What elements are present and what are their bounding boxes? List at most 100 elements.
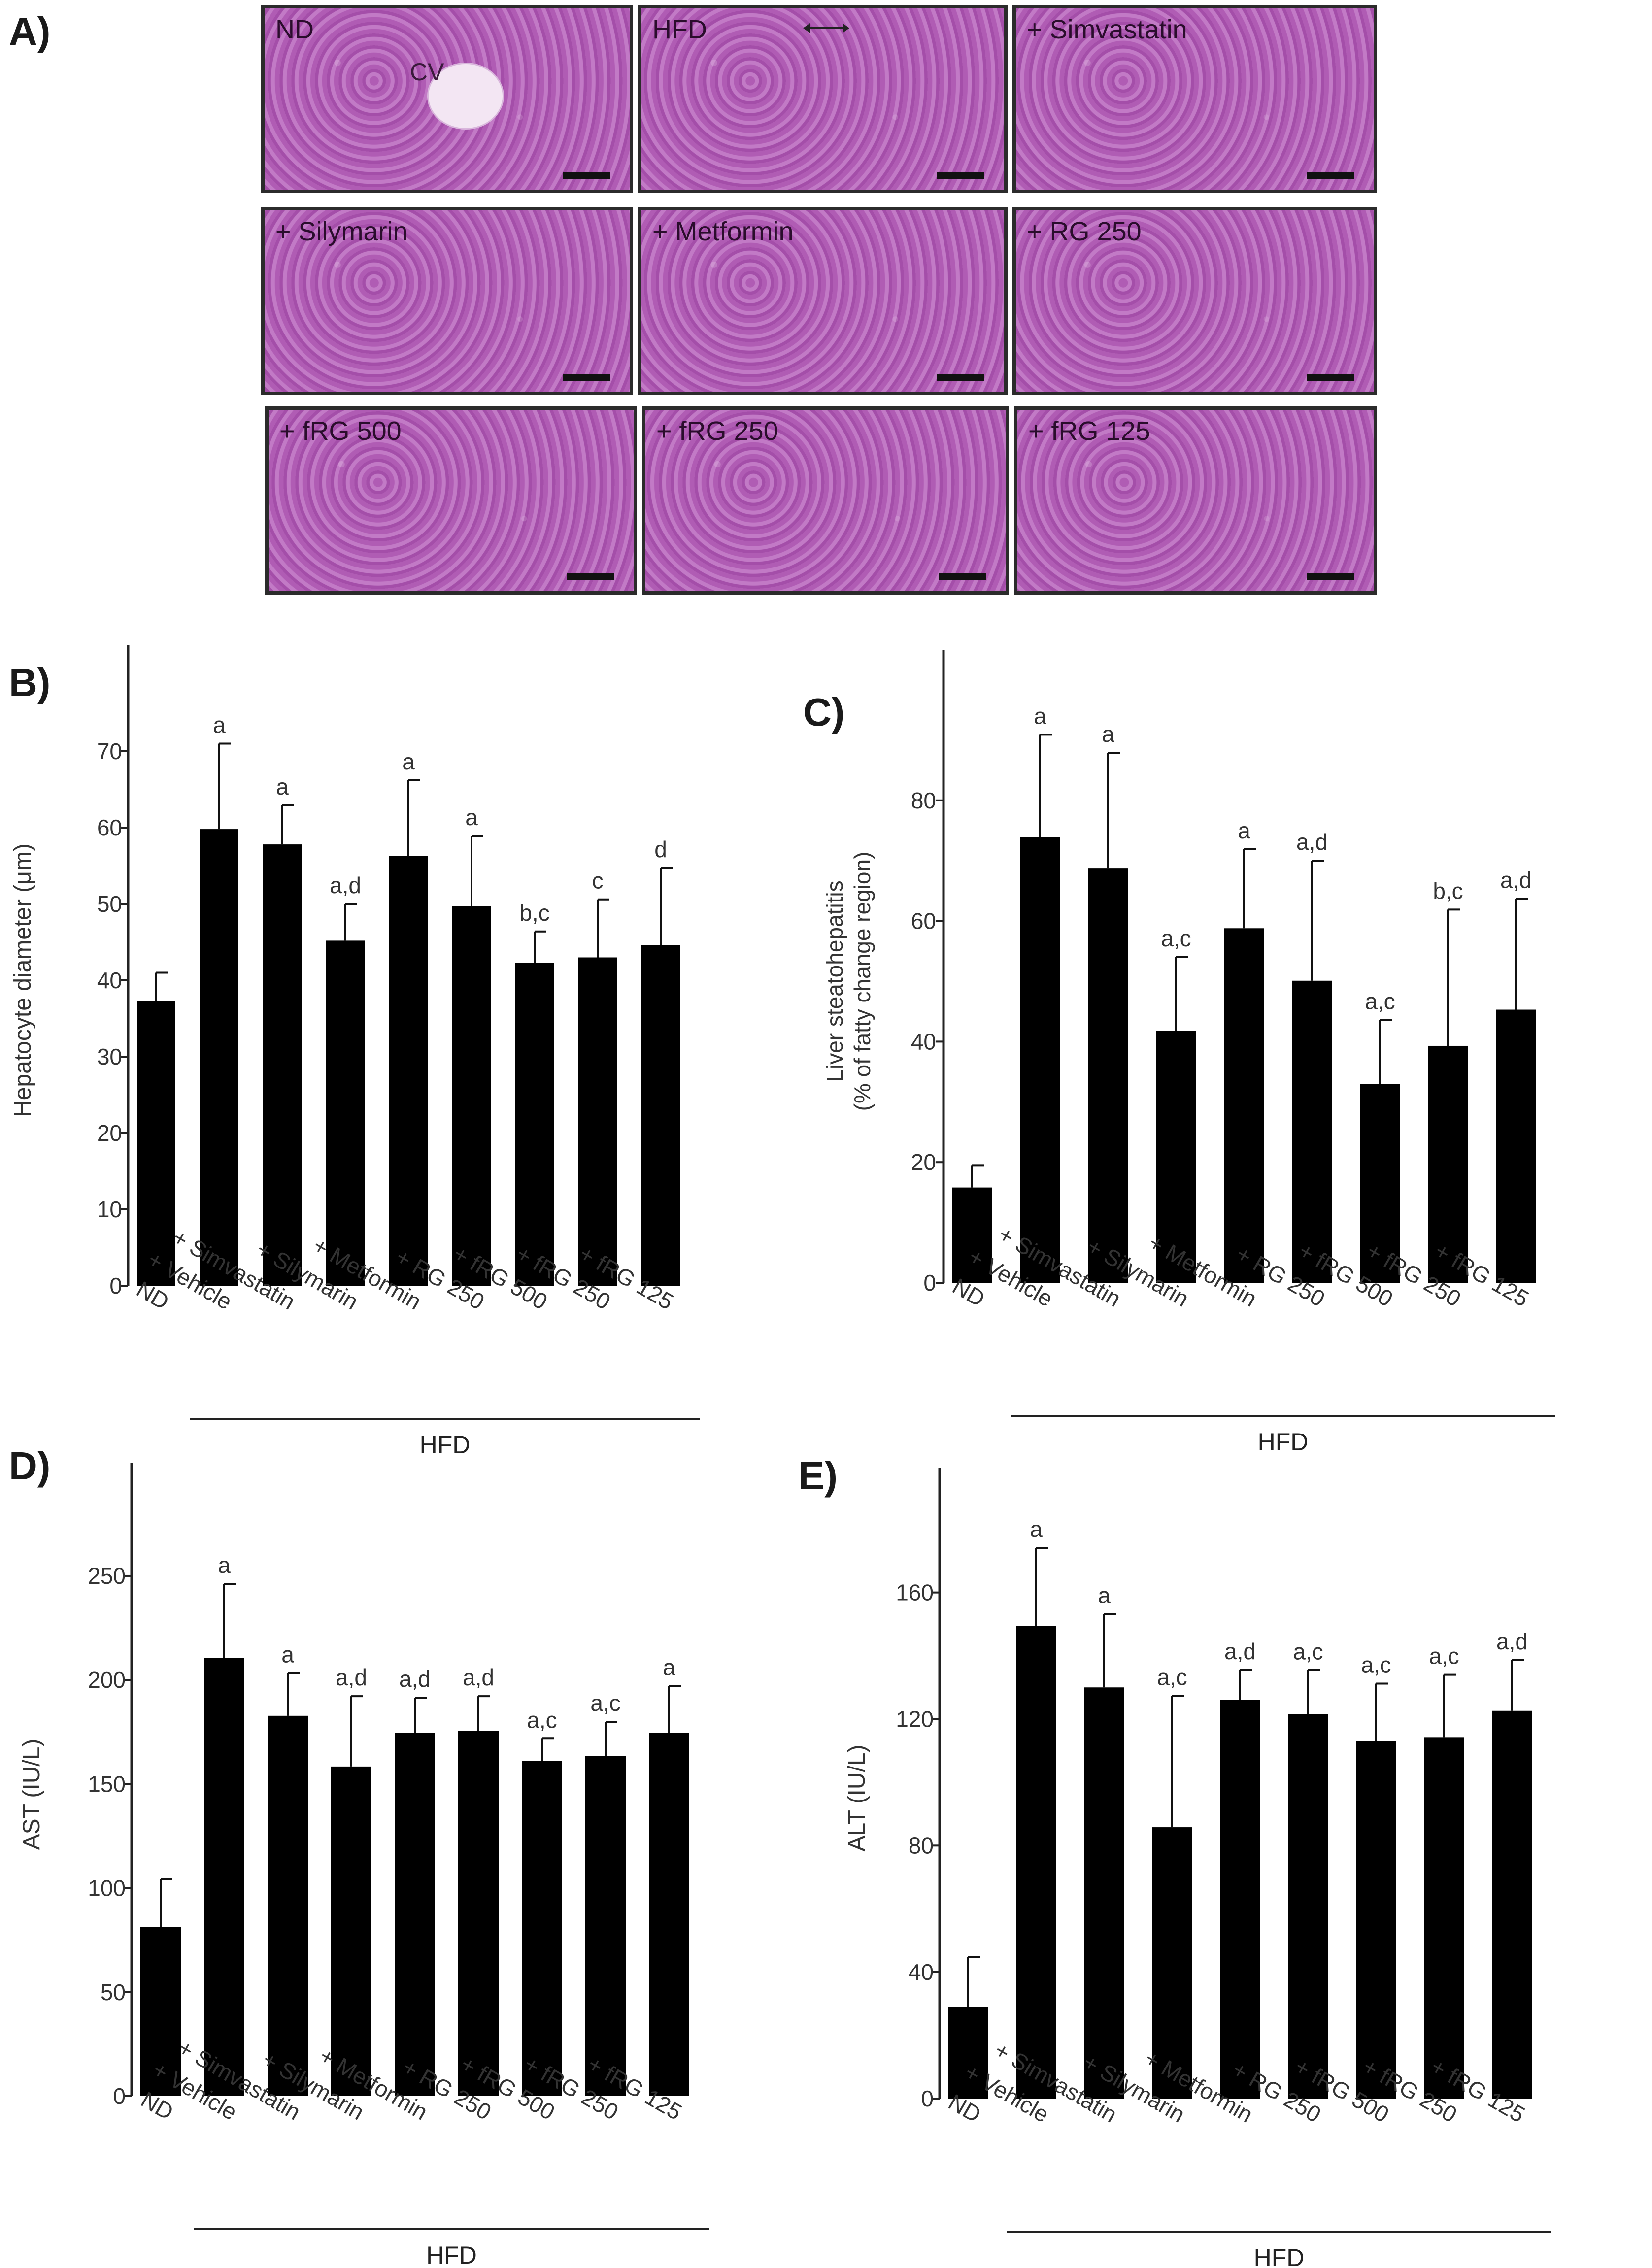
y-tick-label: 60 xyxy=(97,815,122,840)
bar xyxy=(1288,1714,1328,2099)
significance-label: a,c xyxy=(1293,1639,1323,1665)
y-axis-label: Hepatocyte diameter (μm) xyxy=(10,843,36,1117)
bar xyxy=(326,940,365,1286)
scale-bar xyxy=(937,374,984,381)
significance-label: a xyxy=(276,774,289,800)
y-tick-label: 20 xyxy=(97,1120,122,1146)
y-tick-label: 30 xyxy=(97,1044,122,1069)
significance-label: a xyxy=(218,1552,231,1578)
bar xyxy=(452,906,491,1286)
bar xyxy=(1084,1687,1124,2099)
bar xyxy=(263,844,302,1286)
bar xyxy=(515,963,554,1286)
bar xyxy=(1152,1827,1192,2099)
significance-label: a,c xyxy=(1365,988,1395,1014)
bar xyxy=(389,856,428,1286)
significance-label: a,c xyxy=(1157,1665,1187,1690)
bar xyxy=(1088,868,1128,1283)
micrograph-label: + Simvastatin xyxy=(1027,15,1187,44)
significance-label: a,d xyxy=(1296,829,1328,855)
y-tick-label: 250 xyxy=(88,1563,126,1589)
y-tick-label: 150 xyxy=(88,1771,126,1797)
panel-a-label: A) xyxy=(9,9,51,53)
micrograph-rg-250: + RG 250 xyxy=(1012,207,1377,395)
y-tick-label: 40 xyxy=(97,967,122,993)
y-tick-label: 60 xyxy=(911,908,936,934)
panel-c-label: C) xyxy=(803,690,845,734)
significance-label: a xyxy=(1238,818,1250,843)
micrograph-nd: ND CV xyxy=(261,5,633,193)
scale-bar xyxy=(567,573,614,580)
bar xyxy=(1492,1710,1532,2099)
y-tick-label: 0 xyxy=(113,2083,126,2109)
significance-label: a,d xyxy=(463,1665,494,1690)
y-axis-label: (% of fatty change region) xyxy=(849,852,875,1111)
significance-label: a xyxy=(1098,1582,1111,1608)
bar xyxy=(458,1731,499,2096)
micrograph-silymarin: + Silymarin xyxy=(261,207,633,395)
bar xyxy=(641,945,680,1286)
bar xyxy=(140,1927,181,2096)
significance-label: a xyxy=(1102,721,1114,747)
micrograph-label: + fRG 125 xyxy=(1028,416,1150,446)
bar xyxy=(268,1715,308,2096)
bar xyxy=(649,1733,689,2096)
y-tick-label: 200 xyxy=(88,1667,126,1693)
bar xyxy=(1016,1626,1056,2099)
y-tick-label: 70 xyxy=(97,738,122,764)
significance-label: a,c xyxy=(1429,1643,1459,1669)
y-tick-label: 0 xyxy=(921,2086,934,2111)
significance-label: a,d xyxy=(1224,1638,1256,1664)
y-tick-label: 40 xyxy=(909,1959,934,1985)
bar xyxy=(137,1001,175,1286)
scale-bar xyxy=(939,573,986,580)
micrograph-label: + fRG 250 xyxy=(656,416,778,446)
bar xyxy=(1360,1084,1400,1283)
scale-bar xyxy=(563,374,610,381)
y-tick-label: 100 xyxy=(88,1875,126,1901)
bar xyxy=(1224,928,1264,1283)
micrograph-label: ND xyxy=(275,15,314,44)
y-tick-label: 40 xyxy=(911,1029,936,1054)
y-axis-label: Liver steatohepatitis xyxy=(822,880,847,1082)
significance-label: a,d xyxy=(330,872,361,898)
central-vein xyxy=(427,63,504,130)
significance-label: a xyxy=(465,804,478,830)
scale-bar xyxy=(937,172,984,179)
micrograph-frg-500: + fRG 500 xyxy=(265,406,637,595)
double-arrow-icon xyxy=(803,23,849,33)
significance-label: b,c xyxy=(519,900,549,926)
hfd-group-label: HFD xyxy=(420,1431,471,1459)
y-tick-label: 0 xyxy=(109,1273,122,1299)
bar xyxy=(1220,1700,1260,2099)
micrograph-label: + fRG 500 xyxy=(279,416,402,446)
panel-e-label: E) xyxy=(798,1454,838,1498)
panel-d-label: D) xyxy=(9,1444,51,1488)
significance-label: a,d xyxy=(399,1666,431,1692)
significance-label: a,c xyxy=(527,1707,557,1733)
y-tick-label: 50 xyxy=(97,891,122,917)
significance-label: d xyxy=(654,836,667,862)
panel-b-label: B) xyxy=(9,661,51,704)
significance-label: a,c xyxy=(590,1690,620,1716)
significance-label: a xyxy=(281,1642,294,1668)
micrograph-simvastatin: + Simvastatin xyxy=(1012,5,1377,193)
hfd-group-label: HFD xyxy=(1254,2244,1305,2268)
y-tick-label: 0 xyxy=(923,1270,936,1296)
bar xyxy=(948,2007,988,2099)
micrograph-label: + Silymarin xyxy=(275,217,408,246)
bar xyxy=(585,1756,626,2096)
bar xyxy=(522,1761,562,2096)
y-axis-label: ALT (IU/L) xyxy=(844,1745,870,1852)
scale-bar xyxy=(1307,573,1354,580)
y-tick-label: 50 xyxy=(101,1979,126,2005)
scale-bar xyxy=(563,172,610,179)
significance-label: a xyxy=(1030,1516,1043,1542)
bar xyxy=(1356,1741,1396,2099)
y-tick-label: 20 xyxy=(911,1149,936,1175)
bar xyxy=(204,1658,244,2096)
significance-label: a,d xyxy=(1496,1629,1528,1654)
